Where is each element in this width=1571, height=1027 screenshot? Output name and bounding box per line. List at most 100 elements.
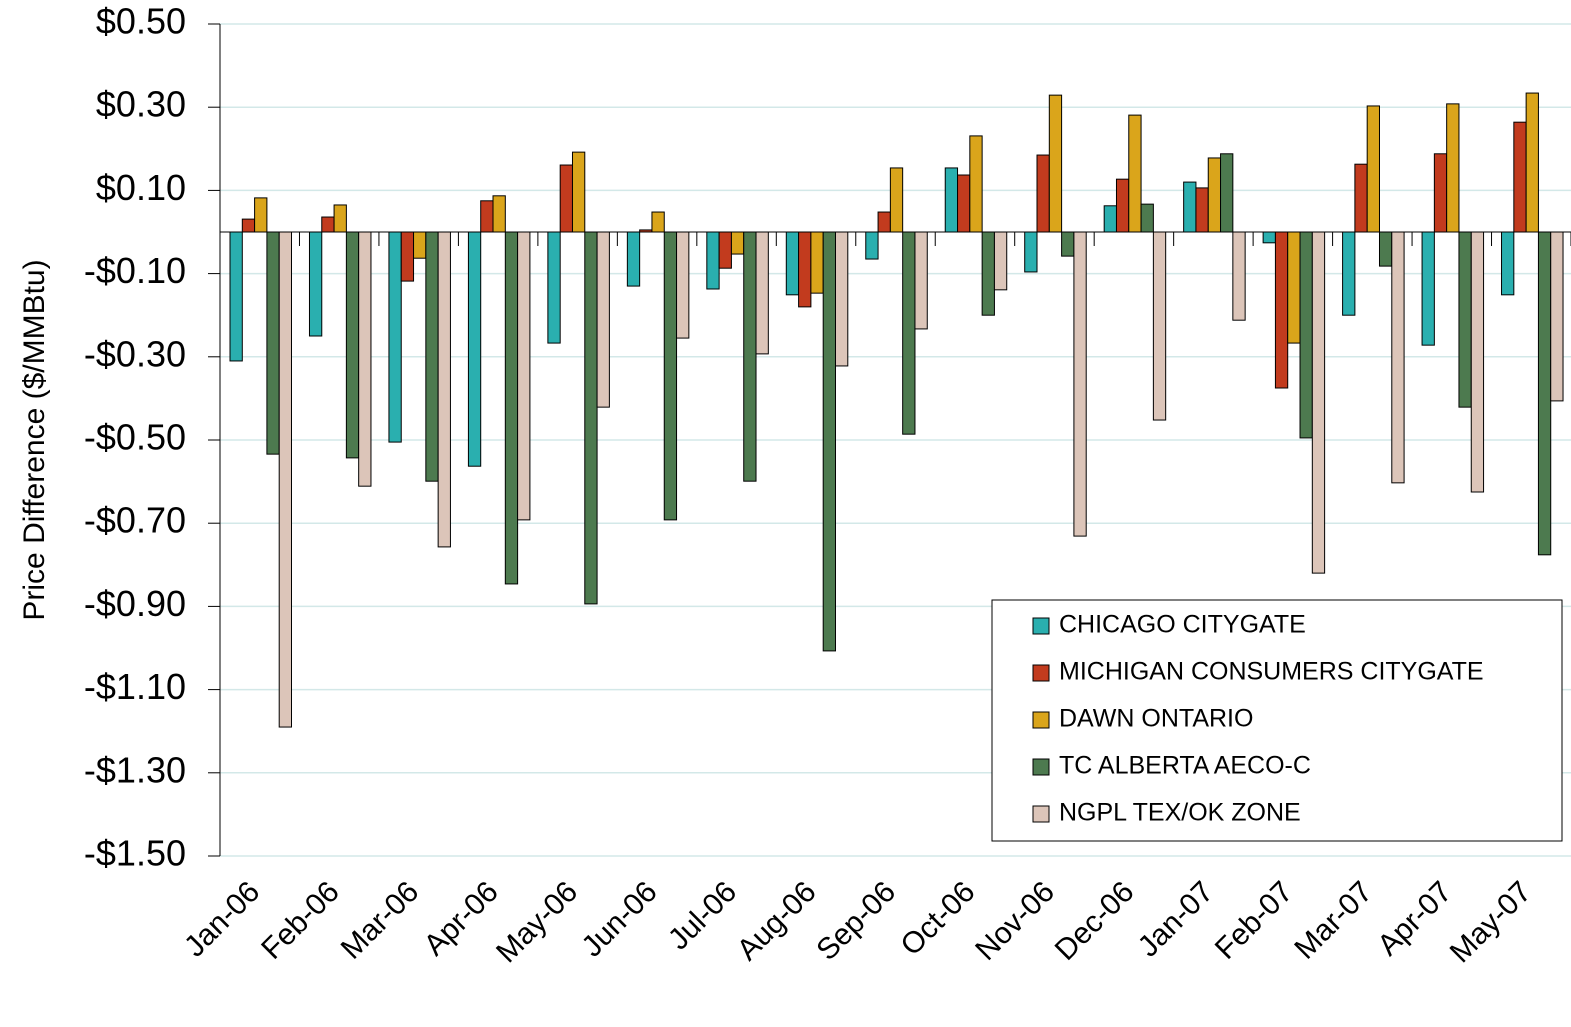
- bar: [1128, 114, 1142, 233]
- bar: [981, 231, 995, 316]
- legend-swatch: [1032, 664, 1050, 682]
- bar: [1299, 231, 1313, 439]
- bar: [810, 231, 824, 294]
- legend-box: [991, 599, 1563, 842]
- bar: [1311, 231, 1326, 574]
- legend-label: TC ALBERTA AECO-C: [1059, 752, 1311, 780]
- x-tick-label: Oct-06: [895, 875, 982, 962]
- y-tick-label: -$0.30: [84, 333, 186, 374]
- x-tick-label: Jan-06: [178, 875, 266, 963]
- legend-label: NGPL TEX/OK ZONE: [1059, 799, 1301, 827]
- bar: [480, 200, 494, 233]
- bar: [822, 231, 836, 652]
- x-tick-label: Sep-06: [810, 875, 902, 967]
- bar: [651, 211, 665, 233]
- x-tick-label: Nov-06: [969, 875, 1061, 967]
- y-tick-label: -$1.10: [84, 666, 186, 707]
- bar: [1036, 154, 1050, 233]
- bar: [676, 231, 690, 339]
- bar: [1140, 203, 1154, 233]
- bar: [547, 231, 561, 344]
- bar: [1366, 105, 1380, 233]
- x-tick-label: Mar-06: [335, 875, 426, 966]
- bar: [755, 231, 769, 355]
- bar: [333, 204, 347, 233]
- bar: [914, 231, 928, 330]
- legend-swatch: [1032, 617, 1050, 635]
- bar: [877, 211, 891, 233]
- bar: [278, 231, 293, 728]
- bar: [517, 231, 531, 521]
- bar: [785, 231, 800, 296]
- bar: [413, 231, 427, 259]
- legend-swatch: [1032, 711, 1050, 729]
- bar: [504, 231, 519, 585]
- bar: [1470, 231, 1485, 493]
- bar: [1262, 231, 1276, 244]
- y-tick-label: -$1.30: [84, 749, 186, 790]
- y-tick-label: -$0.70: [84, 500, 186, 541]
- bar: [902, 231, 916, 435]
- y-tick-label: $0.30: [96, 84, 186, 125]
- y-tick-label: -$0.10: [84, 250, 186, 291]
- bar: [865, 231, 879, 260]
- bar: [969, 135, 983, 233]
- x-tick-label: Mar-07: [1288, 875, 1379, 966]
- bar: [743, 231, 757, 482]
- bar: [663, 231, 678, 521]
- legend-swatch: [1032, 805, 1050, 823]
- bar: [1152, 231, 1167, 421]
- bar: [358, 231, 372, 487]
- y-tick-label: $0.50: [96, 1, 186, 42]
- bar: [1391, 231, 1405, 484]
- bar: [1115, 178, 1130, 233]
- bar: [1073, 231, 1087, 537]
- bar: [730, 231, 745, 255]
- bar: [229, 231, 243, 362]
- bar: [889, 167, 904, 233]
- bar: [1195, 187, 1209, 233]
- y-axis-label: Price Difference ($/MMBtu): [18, 259, 51, 620]
- bar: [321, 216, 335, 233]
- x-tick-label: Apr-06: [418, 875, 505, 962]
- bar: [626, 231, 641, 287]
- bar: [1342, 231, 1356, 316]
- bar: [798, 231, 812, 308]
- bar: [1048, 94, 1063, 233]
- bar: [706, 231, 720, 290]
- legend-label: MICHIGAN CONSUMERS CITYGATE: [1059, 658, 1484, 686]
- legend-label: DAWN ONTARIO: [1059, 705, 1253, 733]
- bar: [584, 231, 598, 605]
- x-tick-label: May-07: [1444, 875, 1538, 969]
- y-tick-label: -$0.90: [84, 583, 186, 624]
- bar: [1446, 103, 1460, 233]
- x-tick-label: Jan-07: [1132, 875, 1220, 963]
- bar: [1220, 153, 1234, 233]
- bar: [993, 231, 1008, 291]
- bar: [437, 231, 451, 548]
- x-tick-label: Jun-06: [575, 875, 663, 963]
- bar: [1525, 92, 1539, 233]
- y-tick-label: -$0.50: [84, 417, 186, 458]
- bar: [1274, 231, 1289, 389]
- bar: [944, 167, 959, 233]
- bar: [388, 231, 402, 443]
- bar: [467, 231, 482, 467]
- bar: [571, 151, 586, 233]
- bar: [308, 231, 323, 337]
- bar: [1287, 231, 1301, 344]
- bar: [834, 231, 849, 367]
- bar: [254, 197, 268, 233]
- bar: [1421, 231, 1435, 346]
- bar: [425, 231, 439, 482]
- y-tick-label: -$1.50: [84, 833, 186, 874]
- bar: [1458, 231, 1472, 408]
- bar: [400, 231, 415, 282]
- bar: [1183, 181, 1197, 233]
- x-tick-label: Apr-07: [1371, 875, 1458, 962]
- bar: [1103, 205, 1117, 233]
- bar: [559, 164, 573, 233]
- bar: [596, 231, 610, 408]
- x-tick-label: Feb-07: [1209, 875, 1300, 966]
